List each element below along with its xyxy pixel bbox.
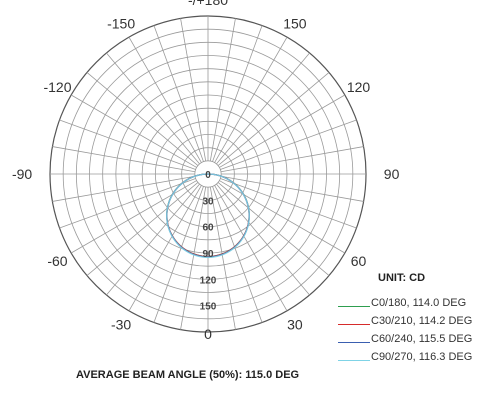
legend-swatch	[338, 306, 370, 307]
grid-spoke	[106, 52, 200, 165]
legend-label: C0/180, 114.0 DEG	[371, 297, 467, 309]
grid-spoke	[180, 18, 207, 162]
radial-tick-label: 120	[200, 275, 217, 286]
grid-spoke	[86, 72, 199, 166]
angle-label: -60	[47, 253, 67, 269]
angle-label: -90	[12, 166, 32, 182]
distribution-curves	[166, 173, 250, 259]
grid-spoke	[214, 36, 288, 163]
grid-spoke	[209, 18, 236, 162]
legend-swatch	[338, 342, 370, 343]
grid-spoke	[180, 186, 207, 330]
grid-spoke	[153, 186, 204, 323]
legend-item: C30/210, 114.2 DEG	[338, 309, 472, 327]
grid-spoke	[219, 94, 346, 168]
radial-tick-label: 90	[202, 249, 214, 260]
grid-spoke	[106, 183, 200, 296]
grid-spoke	[128, 36, 202, 163]
series-curve	[166, 173, 250, 259]
radial-tick-label: 60	[202, 223, 214, 234]
grid-spoke	[216, 183, 310, 296]
legend: C0/180, 114.0 DEG C30/210, 114.2 DEG C60/2…	[338, 291, 472, 363]
angle-label: 150	[283, 15, 307, 31]
legend-item: C90/270, 116.3 DEG	[338, 345, 472, 363]
grid-spoke	[128, 185, 202, 312]
legend-item: C60/240, 115.5 DEG	[338, 327, 472, 345]
radial-tick-labels: 0 30 60 90 120 150	[200, 170, 217, 313]
grid-spoke	[214, 185, 288, 312]
angle-label: 0	[204, 326, 212, 342]
grid-spoke	[59, 178, 196, 229]
angle-label: 60	[351, 253, 367, 269]
grid-spoke	[59, 119, 196, 170]
polar-grid	[49, 15, 367, 333]
grid-spoke	[52, 175, 196, 202]
angle-label: 90	[384, 166, 400, 182]
angle-label: 30	[287, 317, 303, 333]
grid-spoke	[209, 186, 236, 330]
average-beam-angle: AVERAGE BEAM ANGLE (50%): 115.0 DEG	[76, 369, 300, 381]
grid-spoke	[219, 180, 346, 254]
legend-item: C0/180, 114.0 DEG	[338, 291, 472, 309]
grid-spoke	[52, 146, 196, 173]
angle-labels: -/+180 150 -150 120 -120 90 -90 60 -60 30 -30 0	[12, 0, 400, 342]
unit-label: UNIT: CD	[378, 272, 426, 284]
grid-spoke	[220, 178, 357, 229]
grid-spoke	[212, 186, 263, 323]
grid-spoke	[153, 25, 204, 162]
grid-spoke	[70, 94, 197, 168]
angle-label: 120	[347, 79, 371, 95]
legend-label: C30/210, 114.2 DEG	[371, 315, 473, 327]
radial-tick-label: 0	[205, 170, 211, 181]
angle-label: -/+180	[188, 0, 228, 8]
grid-spoke	[220, 146, 364, 173]
legend-label: C60/240, 115.5 DEG	[371, 333, 473, 345]
grid-spoke	[212, 25, 263, 162]
legend-label: C90/270, 116.3 DEG	[371, 351, 473, 363]
grid-spoke	[217, 72, 330, 166]
legend-swatch	[338, 360, 370, 361]
grid-spoke	[86, 182, 199, 276]
radial-tick-label: 30	[202, 196, 214, 207]
angle-label: -30	[111, 317, 131, 333]
angle-label: -150	[107, 15, 135, 31]
radial-tick-label: 150	[200, 302, 217, 313]
angle-label: -120	[43, 79, 71, 95]
grid-spoke	[220, 175, 364, 202]
legend-swatch	[338, 324, 370, 325]
grid-spoke	[217, 182, 330, 276]
grid-spoke	[70, 180, 197, 254]
grid-spoke	[220, 119, 357, 170]
grid-spoke	[216, 52, 310, 165]
